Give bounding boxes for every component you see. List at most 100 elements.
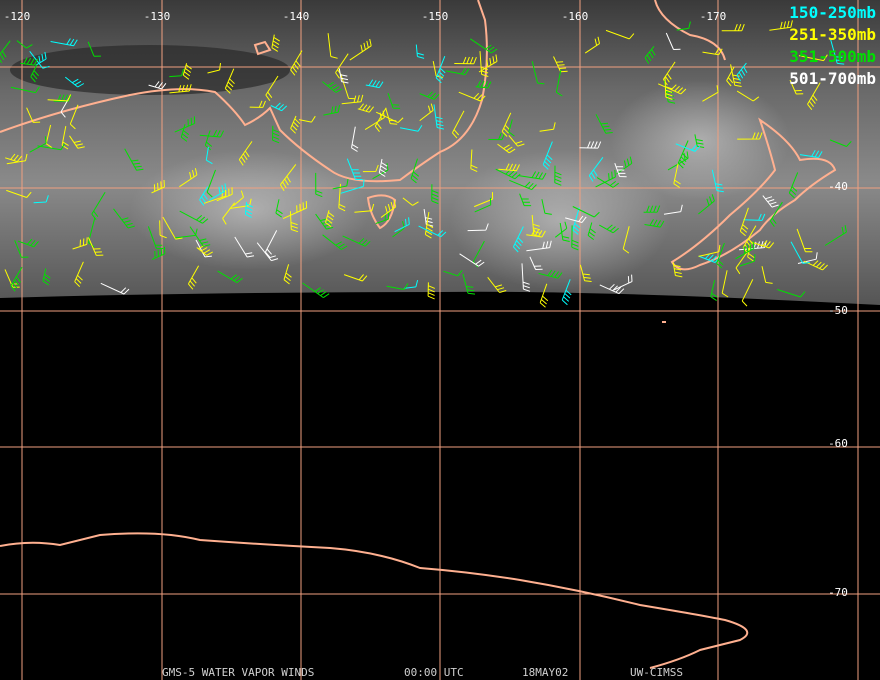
wind-barb <box>346 158 363 180</box>
wind-barb <box>769 20 793 31</box>
wind-barb <box>721 270 729 298</box>
wind-barb <box>711 169 724 193</box>
wind-barb <box>53 94 72 102</box>
footer: GMS-5 WATER VAPOR WINDS 00:00 UTC 18MAY02 U… <box>162 666 683 679</box>
wind-barb <box>205 146 213 165</box>
wind-barb <box>702 47 723 56</box>
wind-barb <box>542 141 553 170</box>
wind-barb <box>599 224 619 234</box>
wind-barb <box>325 210 335 228</box>
wind-barb <box>657 83 687 95</box>
footer-text: GMS-5 WATER VAPOR WINDS <box>162 666 314 679</box>
wind-barb <box>249 100 266 108</box>
wind-barb <box>541 199 552 215</box>
wind-barb <box>16 40 33 49</box>
wind-barb <box>735 241 755 260</box>
wind-barb <box>561 279 572 306</box>
wind-barb <box>572 207 581 235</box>
wind-barb <box>769 201 783 227</box>
wind-barb <box>362 164 379 173</box>
wind-barb <box>605 29 635 40</box>
wind-barb <box>672 262 683 278</box>
wind-barb <box>365 79 384 89</box>
tasmania-coast <box>366 194 397 230</box>
legend-entry: 351-500mb <box>789 47 876 66</box>
wind-barb <box>498 163 520 172</box>
wind-barb <box>87 41 102 57</box>
wind-barb <box>69 104 79 130</box>
wind-barb <box>470 149 478 173</box>
wind-barb <box>643 205 661 213</box>
wind-barb <box>526 229 546 238</box>
wind-barb <box>169 84 192 94</box>
wind-barb <box>29 136 47 153</box>
wind-barb <box>512 226 524 253</box>
wind-barb <box>418 225 447 238</box>
wind-barb <box>33 195 49 204</box>
wind-barb <box>726 66 735 87</box>
wind-barb <box>338 183 346 212</box>
wind-barb <box>147 226 164 249</box>
wind-barb <box>451 110 465 139</box>
wind-barb <box>595 114 613 134</box>
wind-barb <box>372 163 389 180</box>
coastlines <box>0 0 837 669</box>
latitude-label: -70 <box>828 586 848 599</box>
wind-barb <box>721 24 745 32</box>
wind-barb <box>189 226 211 247</box>
wind-barb <box>538 269 563 279</box>
wind-barb <box>394 217 410 233</box>
wind-barb <box>272 125 280 144</box>
wind-barb <box>233 190 244 207</box>
wind-barb <box>788 172 799 199</box>
wind-barb <box>762 195 779 208</box>
legend-entry: 150-250mb <box>789 3 876 22</box>
wind-barb <box>234 236 255 258</box>
wind-barb <box>338 68 349 84</box>
wind-barb <box>10 267 23 292</box>
wind-barb <box>673 163 681 188</box>
wind-barb <box>29 50 50 69</box>
footer-text: 18MAY02 <box>522 666 568 679</box>
wind-barb <box>289 211 299 233</box>
longitude-label: -120 <box>4 10 31 23</box>
wind-barb <box>174 116 196 133</box>
wind-barb <box>427 282 435 300</box>
wind-barb <box>419 103 434 121</box>
wind-barb <box>151 179 165 194</box>
wind-barb <box>340 179 365 194</box>
wind-barb <box>614 163 627 178</box>
new-zealand-coast <box>670 117 837 271</box>
wind-barb <box>315 172 323 198</box>
wind-barb <box>6 153 28 165</box>
wind-barb <box>559 222 570 242</box>
wind-barb <box>100 282 130 295</box>
wind-barb <box>698 253 721 263</box>
wind-barb <box>175 228 198 239</box>
wind-barb <box>529 256 543 270</box>
wind-barb <box>495 168 521 180</box>
wind-barb <box>402 197 419 206</box>
latitude-label: -50 <box>828 304 848 317</box>
wind-barb <box>750 240 775 249</box>
wind-barb <box>479 51 489 77</box>
wind-barb <box>206 169 216 198</box>
antarctica-coast <box>0 532 749 669</box>
wind-barb <box>387 92 401 109</box>
wind-barb <box>265 75 279 101</box>
wind-barb <box>169 68 185 78</box>
wind-barb <box>5 153 23 163</box>
wind-barb <box>199 129 225 138</box>
wind-barb <box>694 134 705 148</box>
wind-barb <box>431 184 439 205</box>
wind-barb <box>710 280 718 302</box>
wind-barb <box>508 135 525 147</box>
wind-barb <box>424 212 434 239</box>
wind-barb <box>797 252 818 264</box>
wind-barb <box>739 240 767 251</box>
wind-barb <box>216 187 233 202</box>
wind-barb <box>644 219 665 228</box>
wind-barb <box>298 115 316 123</box>
